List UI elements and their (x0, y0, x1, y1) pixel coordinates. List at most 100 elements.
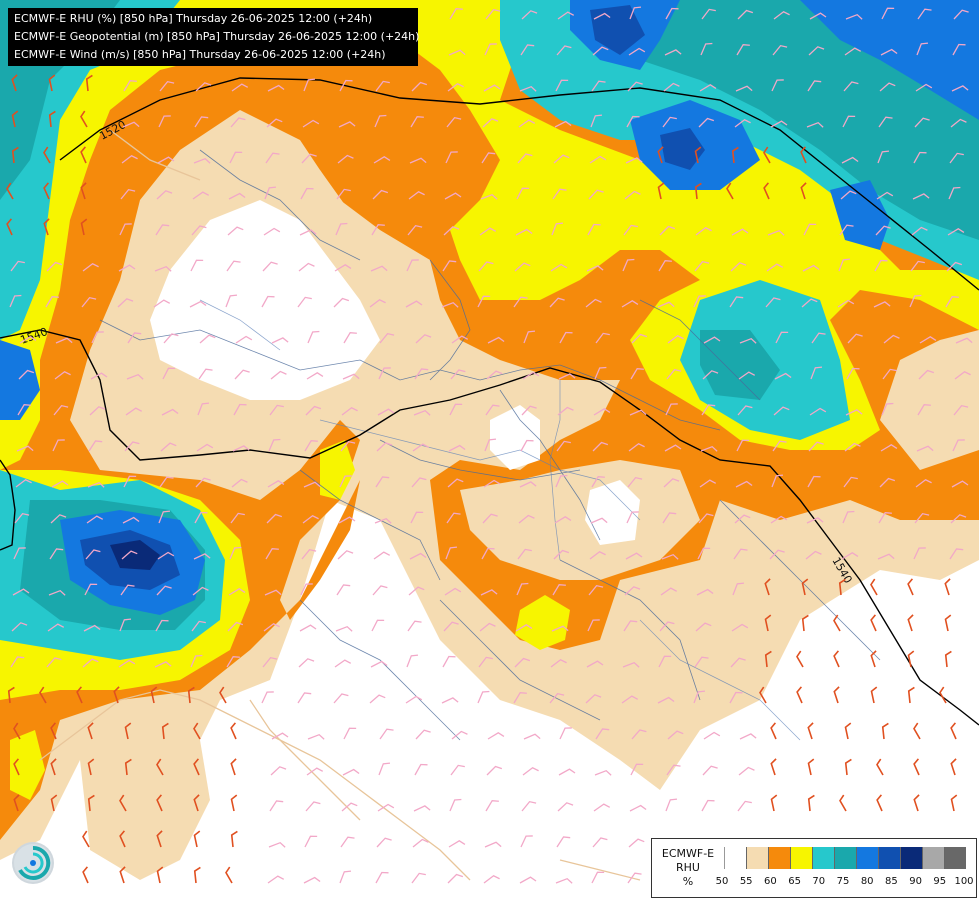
wind-barb (369, 694, 386, 704)
wind-barb (622, 258, 635, 272)
wind-barb (737, 800, 752, 812)
wind-barb (450, 369, 466, 380)
wind-barb (46, 261, 63, 272)
wind-barb (803, 223, 817, 236)
wind-barb (809, 12, 827, 20)
wind-barb (592, 441, 609, 452)
wind-barb (339, 79, 353, 92)
wind-barb (124, 758, 132, 776)
wind-barb (557, 11, 575, 20)
wind-barb (264, 186, 277, 200)
wind-barb (483, 84, 501, 92)
wind-barb (445, 151, 458, 164)
wind-barb (664, 49, 682, 56)
wind-barb (449, 403, 463, 416)
wind-barb (870, 650, 877, 668)
wind-barb (304, 835, 318, 848)
wind-barb (271, 337, 289, 344)
wind-barb (482, 513, 498, 524)
wind-barb (444, 587, 462, 596)
wind-barb (341, 802, 358, 812)
wind-barb (268, 841, 286, 848)
wind-barb (374, 517, 392, 524)
wind-barb (229, 546, 242, 560)
wind-barb (735, 480, 753, 488)
wind-barb (153, 299, 171, 308)
wind-barb (593, 803, 611, 812)
wind-barb (516, 582, 529, 596)
wind-barb (228, 192, 246, 200)
wind-barb (807, 794, 815, 812)
wind-barb (839, 224, 854, 236)
wind-barb (343, 332, 357, 344)
wind-barb (767, 229, 785, 236)
wind-barb (876, 191, 894, 200)
wind-barb (190, 654, 203, 668)
wind-barb (807, 722, 814, 740)
wind-barb (306, 372, 324, 380)
wind-barb (594, 769, 612, 776)
legend-tick-label: 55 (739, 876, 753, 887)
wind-barb (622, 661, 640, 668)
legend-tick-label: 90 (909, 876, 922, 887)
legend-model: ECMWF-E (661, 847, 715, 860)
wind-barb (483, 479, 501, 488)
wind-barb (913, 722, 921, 740)
wind-barb (883, 334, 900, 344)
wind-barb (595, 332, 610, 344)
legend-tick-label: 70 (812, 876, 826, 887)
wind-barb (939, 686, 947, 704)
wind-barb (86, 515, 104, 524)
wind-barb (694, 182, 702, 200)
wind-barb (83, 624, 101, 632)
wind-barb (807, 475, 821, 488)
wind-barb (50, 758, 57, 776)
wind-barb (521, 10, 538, 20)
wind-barb (733, 548, 748, 560)
wind-barb (694, 656, 709, 668)
wind-barb (411, 872, 426, 884)
wind-barb (265, 152, 280, 164)
wind-barb (914, 512, 930, 524)
wind-barb (914, 117, 930, 128)
wind-barb (726, 182, 734, 200)
wind-barb (235, 335, 253, 344)
wind-barb (300, 583, 313, 596)
wind-barb (199, 334, 216, 344)
wind-barb (770, 120, 788, 128)
wind-barb (11, 110, 19, 128)
wind-barb (333, 297, 350, 308)
wind-barb (953, 9, 969, 20)
wind-barb (156, 758, 164, 776)
wind-barb (802, 264, 820, 272)
wind-barb (657, 301, 675, 308)
wind-barb (695, 622, 712, 632)
wind-barb (53, 404, 69, 416)
wind-barb (586, 660, 604, 668)
wind-barb (124, 441, 140, 452)
wind-barb (484, 438, 497, 452)
wind-barb (764, 614, 772, 632)
wind-barb (13, 758, 20, 776)
wind-barb (519, 481, 537, 488)
wind-barb (595, 728, 610, 740)
wind-barb (84, 583, 98, 596)
title-line-wind: ECMWF-E Wind (m/s) [850 hPa] Thursday 26… (14, 48, 386, 61)
wind-barb (881, 7, 895, 20)
rhu-80-w2 (0, 340, 40, 420)
wind-barb (6, 218, 13, 236)
wind-barb (915, 479, 932, 488)
wind-barb (737, 9, 754, 20)
wind-barb (480, 589, 498, 596)
rivers (199, 299, 801, 741)
wind-barb (412, 838, 429, 848)
wind-barb (735, 85, 753, 92)
wind-barb (555, 877, 573, 884)
wind-barb (919, 336, 937, 344)
wind-barb (950, 722, 957, 740)
legend-swatch (746, 847, 768, 869)
wind-barb (405, 300, 423, 308)
wind-barb (226, 656, 240, 668)
legend-tick-label: 50 (715, 876, 729, 887)
wind-barb (664, 444, 682, 452)
